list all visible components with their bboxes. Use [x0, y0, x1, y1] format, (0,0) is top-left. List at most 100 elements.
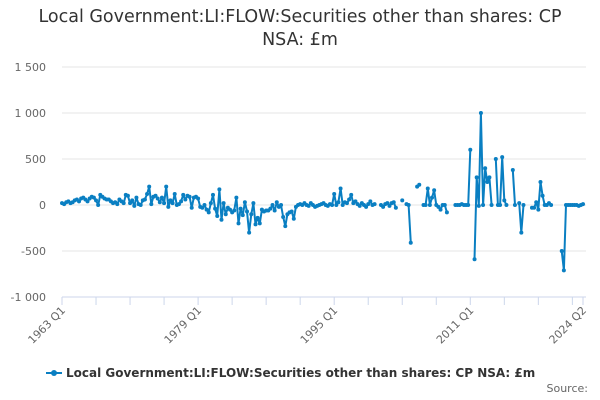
legend-item[interactable]: Local Government:LI:FLOW:Securities othe… — [46, 366, 535, 380]
data-point — [164, 184, 169, 189]
series-line-segment — [560, 203, 584, 272]
data-point — [472, 257, 477, 262]
data-point — [493, 157, 498, 161]
chart-title-line-1: Local Government:LI:FLOW:Securities othe… — [38, 7, 562, 27]
data-point — [155, 196, 160, 201]
series-line-segment — [511, 169, 516, 206]
data-point — [213, 206, 218, 211]
x-tick-label: 1963 Q1 — [26, 304, 69, 347]
data-point — [387, 203, 392, 208]
data-point — [521, 203, 526, 207]
data-point — [142, 197, 147, 202]
data-point — [196, 196, 201, 201]
data-point — [257, 221, 262, 226]
data-point — [245, 209, 250, 214]
data-point — [538, 180, 543, 184]
data-point — [400, 198, 405, 203]
data-point — [145, 191, 150, 196]
y-tick-label: 0 — [39, 199, 46, 212]
data-point — [332, 191, 337, 196]
data-point — [153, 193, 158, 198]
data-point — [408, 240, 413, 245]
y-tick-label: -500 — [21, 245, 46, 258]
data-point — [204, 207, 209, 212]
data-point — [96, 203, 101, 207]
data-point — [504, 203, 509, 207]
data-point — [242, 200, 247, 205]
data-point — [77, 199, 82, 204]
data-point — [364, 204, 369, 209]
series-line-segment — [518, 203, 525, 234]
data-point — [487, 175, 492, 180]
data-point — [232, 208, 237, 213]
source-label: Source: — [546, 382, 589, 395]
data-point — [85, 199, 90, 204]
data-point — [251, 201, 256, 206]
data-point — [189, 205, 194, 210]
series-line-segment — [61, 185, 375, 234]
data-point — [162, 201, 167, 206]
data-point — [215, 214, 220, 219]
data-point — [512, 203, 517, 207]
series-line-segment — [473, 112, 493, 260]
data-point — [561, 268, 566, 273]
data-point — [534, 200, 539, 205]
data-point — [240, 213, 245, 218]
y-tick-label: 500 — [25, 153, 46, 166]
series-line-segment — [423, 187, 448, 213]
data-point — [391, 200, 396, 205]
data-point — [210, 192, 215, 197]
data-point — [347, 197, 352, 202]
x-tick-label: 2024 Q2 — [547, 304, 590, 347]
data-point — [283, 224, 288, 229]
data-point — [349, 192, 354, 197]
data-point — [438, 207, 443, 212]
data-point — [372, 202, 377, 207]
data-point — [425, 186, 430, 191]
data-point — [249, 212, 254, 217]
data-point — [272, 208, 277, 213]
data-point — [279, 203, 284, 207]
data-point — [200, 205, 205, 210]
data-point — [498, 203, 503, 207]
data-point — [430, 195, 435, 200]
data-point — [406, 203, 411, 207]
data-point — [517, 201, 522, 206]
data-point — [510, 168, 515, 173]
data-point — [334, 203, 339, 207]
data-point — [206, 210, 211, 215]
data-point — [427, 203, 432, 207]
data-point — [253, 222, 258, 227]
data-point — [187, 194, 192, 199]
data-point — [444, 210, 449, 215]
data-point — [159, 195, 164, 200]
y-tick-label: 1 000 — [15, 107, 47, 120]
data-point — [306, 203, 311, 208]
data-point — [268, 206, 273, 211]
data-point — [417, 182, 422, 187]
data-point — [291, 216, 296, 221]
x-tick-label: 1979 Q1 — [162, 304, 205, 347]
data-point — [468, 147, 473, 152]
data-point — [138, 203, 143, 207]
data-point — [336, 200, 341, 205]
y-tick-label: -1 000 — [11, 291, 46, 304]
data-point — [581, 202, 585, 207]
data-point — [94, 198, 99, 203]
data-point — [532, 205, 537, 210]
y-tick-label: 1 500 — [15, 61, 47, 74]
data-point — [340, 203, 345, 207]
data-point — [134, 195, 139, 200]
data-point — [368, 199, 373, 204]
data-point — [489, 203, 494, 207]
data-point — [255, 215, 260, 220]
data-point — [208, 201, 213, 206]
data-point — [344, 201, 349, 206]
data-point — [466, 203, 471, 207]
data-point — [476, 203, 481, 208]
data-point — [128, 201, 133, 206]
data-point — [330, 203, 335, 207]
data-point — [181, 192, 186, 197]
data-point — [236, 221, 241, 226]
